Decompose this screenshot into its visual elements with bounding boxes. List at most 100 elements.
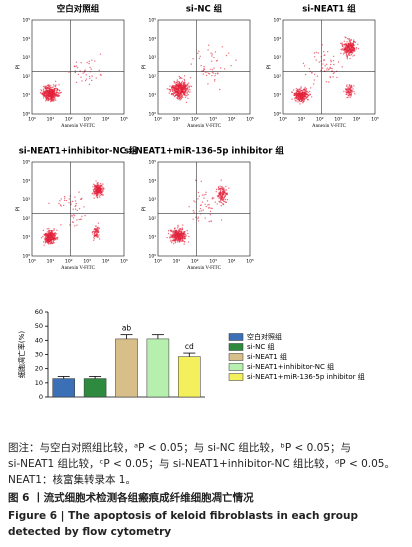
event-dot [205,205,207,208]
event-dot [82,72,84,74]
y-tick-label: 10 [35,379,43,387]
panel-title: si-NC 组 [186,4,223,15]
event-dot [76,66,79,69]
event-dot [313,56,316,58]
event-dot [351,91,353,93]
event-dot [77,73,80,76]
event-dot [351,42,353,45]
significance-label: cd [185,342,194,351]
event-dot [203,67,205,70]
event-dot [56,238,59,240]
event-dot [214,72,217,75]
event-dot [221,199,224,201]
event-dot [351,89,353,92]
event-dot [46,96,48,98]
y-tick-label: 10⁰ [22,254,30,260]
event-dot [213,197,215,199]
event-dot [74,208,77,210]
x-tick-label: 10⁵ [371,117,379,123]
event-dot [348,45,350,48]
event-dot [76,224,78,226]
event-dot [51,235,54,237]
event-dot [91,75,93,77]
event-dot [303,91,305,94]
y-tick-label: 10⁵ [148,160,156,166]
event-dot [311,72,313,74]
event-dot [91,192,93,195]
event-dot [346,88,348,90]
event-dot [181,80,184,83]
event-dot [220,188,222,191]
event-dot [68,202,70,204]
event-dot [328,68,330,70]
bar [146,338,170,398]
event-dot [172,94,175,96]
event-dot [295,96,298,99]
event-dot [75,65,78,67]
event-dot [219,201,222,203]
x-axis-label: Annexin V-FITC [187,266,222,271]
event-dot [171,93,173,95]
event-dot [59,204,62,206]
event-dot [93,191,95,193]
event-dot [224,191,226,193]
x-tick-label: 10² [65,117,73,123]
y-tick-label: 60 [35,308,43,316]
y-tick-label: 10³ [148,55,156,61]
event-dot [93,194,95,196]
event-dot [42,97,45,99]
event-dot [210,68,212,70]
event-dot [183,75,186,77]
event-dot [198,195,200,197]
event-dot [62,204,65,207]
event-dot [349,94,351,97]
event-dot [213,80,216,82]
event-dot [78,191,80,193]
event-dot [93,197,95,199]
event-dot [98,196,101,198]
event-dot [176,94,179,97]
event-dot [177,227,179,229]
event-dot [343,52,346,54]
y-axis-label: 细胞凋亡率(%) [17,331,26,378]
event-dot [73,215,76,217]
event-dot [80,198,82,200]
event-dot [349,51,351,53]
error-bar [151,334,164,339]
event-dot [176,87,178,89]
event-dot [178,94,181,96]
event-dot [56,237,58,239]
figure: 空白对照组10⁰10⁰10¹10¹10²10²10³10³10⁴10⁴10⁵10… [16,4,379,402]
event-dot [183,78,185,81]
event-dot [171,88,173,90]
event-dot [333,72,335,74]
event-dot [56,94,59,96]
event-dot [219,190,221,192]
event-dot [173,237,175,239]
event-dot [295,87,298,90]
event-dot [178,81,180,83]
y-tick-label: 20 [35,365,43,373]
bar [115,338,138,398]
event-dot [322,63,324,65]
event-dot [207,49,209,51]
event-dot [350,85,353,87]
event-dot [80,62,82,64]
event-dot [299,103,301,105]
event-dot [177,86,180,89]
event-dot [210,52,212,54]
y-tick-label: 0 [39,393,43,401]
event-dot [180,231,183,233]
event-dot [211,53,213,55]
event-dot [192,218,194,220]
event-dot [53,228,55,230]
event-dot [341,45,344,47]
event-dot [198,50,200,52]
event-dot [336,76,338,79]
event-dot [183,84,185,86]
event-dot [173,239,176,241]
event-dot [50,90,52,93]
event-dot [178,96,180,98]
event-dot [100,193,103,196]
event-dot [218,188,221,190]
